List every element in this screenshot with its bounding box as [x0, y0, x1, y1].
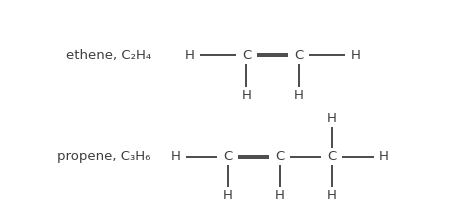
Text: H: H — [171, 150, 180, 163]
Text: ethene, C₂H₄: ethene, C₂H₄ — [66, 49, 152, 62]
Text: H: H — [351, 49, 360, 62]
Text: H: H — [223, 188, 232, 202]
Text: C: C — [223, 150, 232, 163]
Text: C: C — [275, 150, 284, 163]
Text: C: C — [327, 150, 337, 163]
Text: H: H — [327, 188, 337, 202]
Text: H: H — [294, 89, 303, 102]
Text: H: H — [379, 150, 389, 163]
Text: H: H — [185, 49, 194, 62]
Text: H: H — [327, 112, 337, 125]
Text: C: C — [294, 49, 303, 62]
Text: propene, C₃H₆: propene, C₃H₆ — [57, 150, 150, 163]
Text: H: H — [242, 89, 251, 102]
Text: C: C — [242, 49, 251, 62]
Text: H: H — [275, 188, 284, 202]
